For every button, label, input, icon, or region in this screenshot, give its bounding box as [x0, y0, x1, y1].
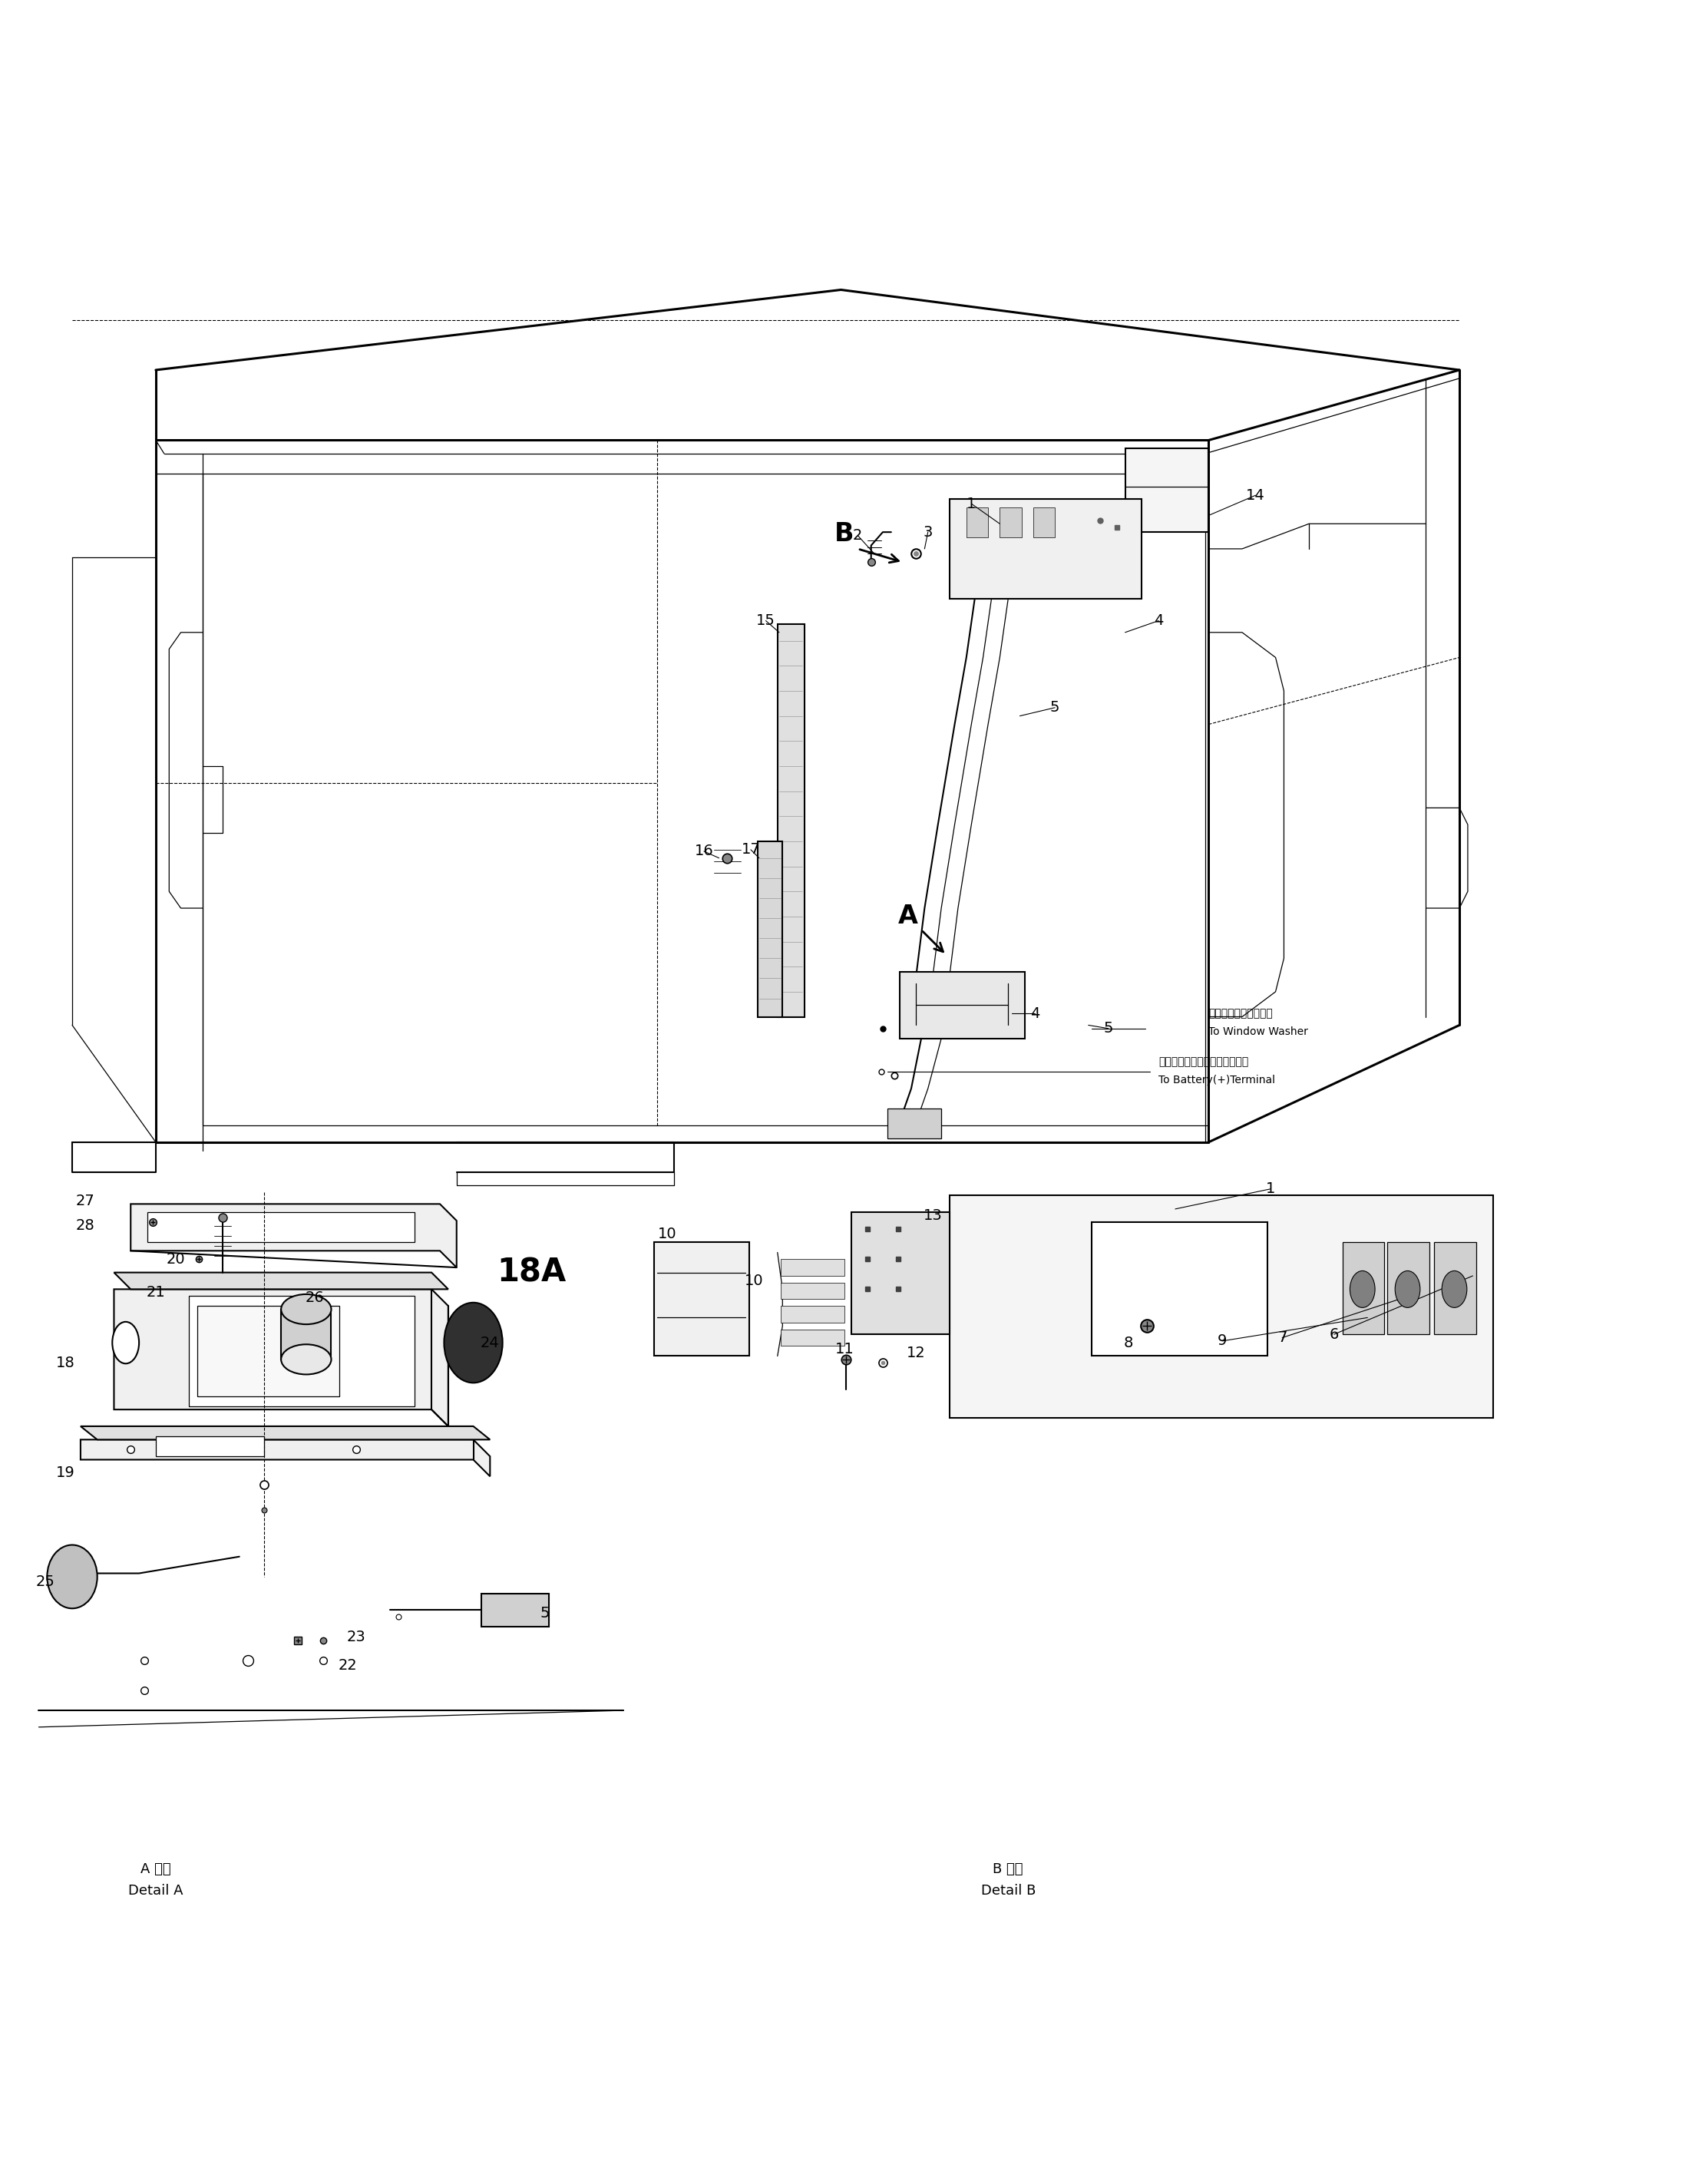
- Ellipse shape: [1351, 1271, 1374, 1308]
- Polygon shape: [999, 507, 1021, 537]
- Text: 8: 8: [1124, 1334, 1134, 1350]
- Text: 9: 9: [1218, 1334, 1226, 1348]
- Text: 2: 2: [853, 529, 863, 544]
- Polygon shape: [654, 1243, 748, 1356]
- Text: 28: 28: [76, 1219, 96, 1234]
- Text: 17: 17: [742, 843, 760, 856]
- Text: 10: 10: [745, 1273, 764, 1289]
- Text: 6: 6: [1329, 1328, 1339, 1341]
- Ellipse shape: [47, 1544, 98, 1607]
- Text: To Window Washer: To Window Washer: [1209, 1026, 1309, 1037]
- Text: 1: 1: [1267, 1182, 1275, 1197]
- Text: 24: 24: [481, 1334, 500, 1350]
- Polygon shape: [1092, 1223, 1267, 1356]
- Polygon shape: [780, 1306, 844, 1324]
- Text: 1: 1: [967, 496, 976, 511]
- Polygon shape: [148, 1212, 415, 1243]
- Polygon shape: [1033, 507, 1055, 537]
- Polygon shape: [780, 1330, 844, 1345]
- Polygon shape: [851, 1212, 950, 1334]
- Polygon shape: [81, 1439, 489, 1476]
- Polygon shape: [967, 507, 987, 537]
- Text: 5: 5: [1050, 701, 1060, 714]
- Text: To Battery(+)Terminal: To Battery(+)Terminal: [1159, 1075, 1275, 1085]
- Polygon shape: [156, 1437, 264, 1457]
- Polygon shape: [900, 972, 1024, 1040]
- Text: 20: 20: [167, 1251, 185, 1267]
- Text: Detail A: Detail A: [128, 1885, 183, 1898]
- Polygon shape: [780, 1260, 844, 1275]
- Text: B: B: [834, 522, 854, 546]
- Text: 7: 7: [1278, 1330, 1287, 1345]
- Text: 12: 12: [907, 1345, 925, 1361]
- Polygon shape: [777, 625, 804, 1018]
- Polygon shape: [1342, 1243, 1384, 1334]
- Polygon shape: [81, 1426, 489, 1439]
- Ellipse shape: [281, 1345, 331, 1374]
- Text: 18A: 18A: [498, 1256, 567, 1289]
- Text: 11: 11: [834, 1343, 854, 1356]
- Text: 4: 4: [1154, 614, 1164, 629]
- Text: A: A: [898, 904, 918, 928]
- Polygon shape: [780, 1282, 844, 1299]
- Polygon shape: [481, 1594, 548, 1627]
- Text: バッテリー（＋）ターミナルへ: バッテリー（＋）ターミナルへ: [1159, 1057, 1248, 1068]
- Polygon shape: [757, 841, 782, 1018]
- Text: B 詳細: B 詳細: [992, 1863, 1023, 1876]
- Polygon shape: [281, 1308, 331, 1358]
- Polygon shape: [131, 1203, 456, 1267]
- Polygon shape: [114, 1289, 447, 1426]
- Text: 5: 5: [1103, 1022, 1113, 1035]
- Text: 4: 4: [1029, 1007, 1039, 1020]
- Text: 23: 23: [346, 1629, 365, 1645]
- Text: 27: 27: [76, 1192, 96, 1208]
- Text: 18: 18: [56, 1356, 76, 1369]
- Text: 19: 19: [56, 1465, 76, 1481]
- Ellipse shape: [444, 1302, 503, 1382]
- Text: ウインドウォッシャへ: ウインドウォッシャへ: [1209, 1009, 1273, 1018]
- Text: 16: 16: [695, 843, 713, 858]
- Text: Detail B: Detail B: [981, 1885, 1036, 1898]
- Polygon shape: [1125, 448, 1209, 533]
- Polygon shape: [114, 1273, 447, 1289]
- Text: 3: 3: [923, 524, 932, 539]
- Polygon shape: [1388, 1243, 1430, 1334]
- Polygon shape: [888, 1109, 942, 1138]
- Polygon shape: [197, 1306, 340, 1396]
- Text: A 詳細: A 詳細: [141, 1863, 172, 1876]
- Text: 26: 26: [304, 1291, 325, 1304]
- Polygon shape: [1435, 1243, 1477, 1334]
- Text: 13: 13: [923, 1208, 942, 1223]
- Ellipse shape: [281, 1295, 331, 1324]
- Polygon shape: [950, 1195, 1494, 1417]
- Polygon shape: [950, 498, 1142, 598]
- Ellipse shape: [113, 1321, 140, 1363]
- Text: 10: 10: [658, 1227, 676, 1241]
- Text: 22: 22: [338, 1658, 358, 1673]
- Polygon shape: [188, 1295, 415, 1406]
- Text: 5: 5: [540, 1605, 550, 1621]
- Text: 14: 14: [1246, 487, 1265, 502]
- Text: 15: 15: [757, 614, 775, 629]
- Text: 25: 25: [35, 1575, 56, 1590]
- Ellipse shape: [1441, 1271, 1467, 1308]
- Ellipse shape: [1394, 1271, 1420, 1308]
- Text: 21: 21: [146, 1284, 165, 1299]
